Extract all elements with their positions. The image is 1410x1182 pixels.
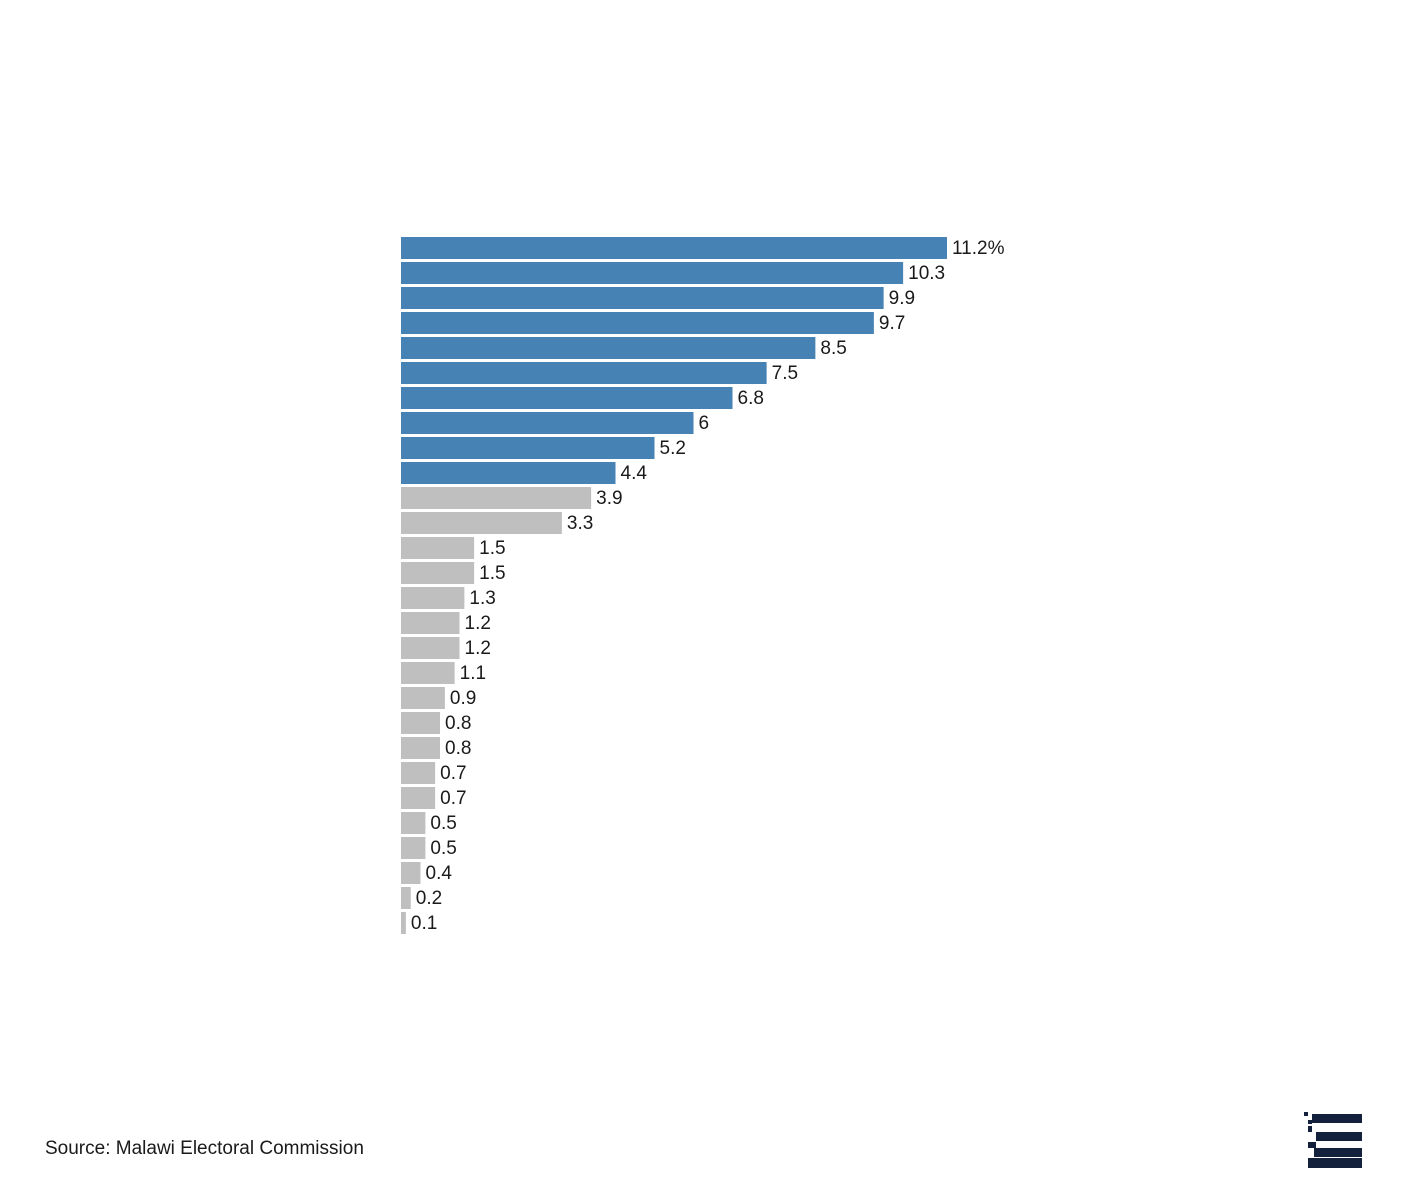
bar-value-label-21: 0.8 bbox=[445, 738, 471, 759]
bar-21 bbox=[401, 737, 440, 759]
bar-27 bbox=[401, 887, 411, 909]
bar-value-label-3: 9.9 bbox=[889, 288, 915, 309]
bar-5 bbox=[401, 337, 816, 359]
bar-19 bbox=[401, 687, 445, 709]
bar-value-label-8: 6 bbox=[699, 413, 710, 434]
bar-value-label-28: 0.1 bbox=[411, 913, 437, 934]
bar-2 bbox=[401, 262, 904, 284]
bar-value-label-25: 0.5 bbox=[430, 838, 456, 859]
bar-value-label-17: 1.2 bbox=[465, 638, 491, 659]
bar-value-label-4: 9.7 bbox=[879, 313, 905, 334]
bar-14 bbox=[401, 562, 475, 584]
bar-value-label-23: 0.7 bbox=[440, 788, 466, 809]
bar-1 bbox=[401, 237, 947, 259]
bar-value-label-9: 5.2 bbox=[660, 438, 686, 459]
bar-9 bbox=[401, 437, 655, 459]
bar-value-label-27: 0.2 bbox=[416, 888, 442, 909]
bar-25 bbox=[401, 837, 426, 859]
bar-value-label-11: 3.9 bbox=[596, 488, 622, 509]
bar-13 bbox=[401, 537, 475, 559]
bar-chart: 11.2% 10.3 9.9 9.7 8.5 7.5 6.8 6 5.2 4.4 3.93.3 1.5… bbox=[401, 237, 1005, 934]
bar-value-label-6: 7.5 bbox=[772, 363, 798, 384]
bar-28 bbox=[401, 912, 406, 934]
bar-15 bbox=[401, 587, 465, 609]
bar-4 bbox=[401, 312, 874, 334]
bar-11 bbox=[401, 487, 592, 509]
bar-8 bbox=[401, 412, 694, 434]
bar-26 bbox=[401, 862, 421, 884]
bar-6 bbox=[401, 362, 767, 384]
bar-value-label-26: 0.4 bbox=[426, 863, 453, 884]
bar-value-label-10: 4.4 bbox=[621, 463, 648, 484]
bar-17 bbox=[401, 637, 460, 659]
bar-23 bbox=[401, 787, 436, 809]
publisher-logo-icon bbox=[1304, 1112, 1362, 1168]
bar-value-label-24: 0.5 bbox=[430, 813, 456, 834]
bar-value-label-16: 1.2 bbox=[465, 613, 491, 634]
bar-16 bbox=[401, 612, 460, 634]
bar-value-label-1: 11.2% bbox=[952, 238, 1005, 259]
bar-12 bbox=[401, 512, 562, 534]
bar-22 bbox=[401, 762, 436, 784]
bar-value-label-18: 1.1 bbox=[460, 663, 486, 684]
bar-value-label-2: 10.3 bbox=[908, 263, 945, 284]
bar-value-label-7: 6.8 bbox=[738, 388, 764, 409]
bar-value-label-20: 0.8 bbox=[445, 713, 471, 734]
bar-value-label-15: 1.3 bbox=[469, 588, 495, 609]
bar-3 bbox=[401, 287, 884, 309]
bar-7 bbox=[401, 387, 733, 409]
bar-value-label-13: 1.5 bbox=[479, 538, 505, 559]
bar-18 bbox=[401, 662, 455, 684]
bar-10 bbox=[401, 462, 616, 484]
bar-value-label-22: 0.7 bbox=[440, 763, 466, 784]
bar-value-label-5: 8.5 bbox=[820, 338, 846, 359]
bar-value-label-14: 1.5 bbox=[479, 563, 505, 584]
bar-24 bbox=[401, 812, 426, 834]
bar-value-label-19: 0.9 bbox=[450, 688, 476, 709]
bar-20 bbox=[401, 712, 440, 734]
source-note: Source: Malawi Electoral Commission bbox=[45, 1138, 364, 1159]
bar-value-label-12: 3.3 bbox=[567, 513, 593, 534]
